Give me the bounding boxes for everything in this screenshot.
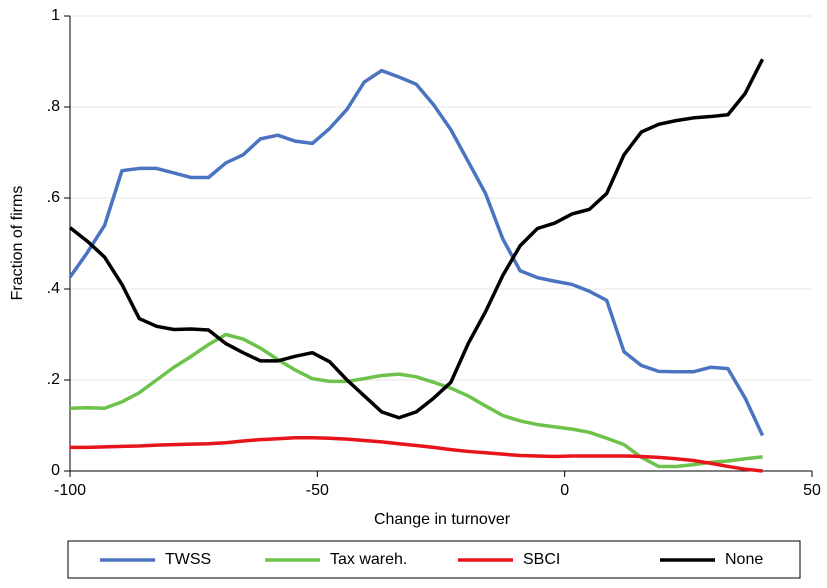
y-tick-label: .6 [47,189,60,206]
y-tick-label: 1 [51,7,60,24]
y-tick-label: .4 [47,280,60,297]
y-tick-label: 0 [51,462,60,479]
legend-label: Tax wareh. [330,551,407,568]
x-tick-label: -50 [306,482,329,499]
y-tick-label: .2 [47,371,60,388]
line-series [68,58,765,420]
x-axis-title: Change in turnover [374,511,511,528]
x-tick-label: 50 [803,482,821,499]
legend-label: SBCI [523,551,560,568]
y-tick-label: .8 [47,98,60,115]
legend-label: None [725,551,763,568]
line-series [70,436,763,473]
legend-label: TWSS [165,551,211,568]
y-axis-title: Fraction of firms [9,186,26,301]
x-tick-label: -100 [54,482,86,499]
line-series [69,332,763,469]
x-tick-label: 0 [560,482,569,499]
line-series [68,68,765,437]
legend-box [67,540,801,579]
